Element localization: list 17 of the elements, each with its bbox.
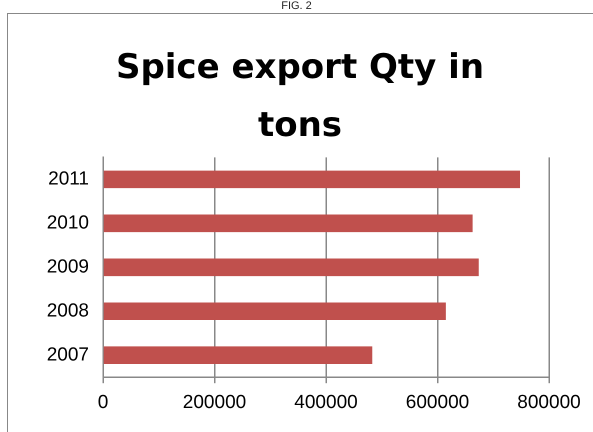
bar	[104, 302, 446, 320]
y-tick-label: 2011	[48, 168, 89, 190]
bar	[104, 346, 372, 364]
bar	[104, 214, 473, 232]
x-tick-label: 0	[98, 392, 108, 413]
x-tick-label: 400000	[294, 392, 358, 413]
x-tick-label: 800000	[517, 392, 581, 413]
y-tick-label: 2009	[46, 256, 89, 278]
x-tick-label: 600000	[406, 392, 470, 413]
caption: FIG. 2	[280, 0, 313, 12]
y-tick-label: 2007	[46, 344, 89, 366]
y-tick-label: 2008	[46, 300, 89, 322]
y-tick-label: 2010	[46, 212, 89, 234]
bar	[104, 170, 520, 188]
x-tick-label: 200000	[182, 392, 246, 413]
chart-title: Spice export Qty in tons	[114, 46, 486, 147]
bar	[104, 258, 479, 276]
